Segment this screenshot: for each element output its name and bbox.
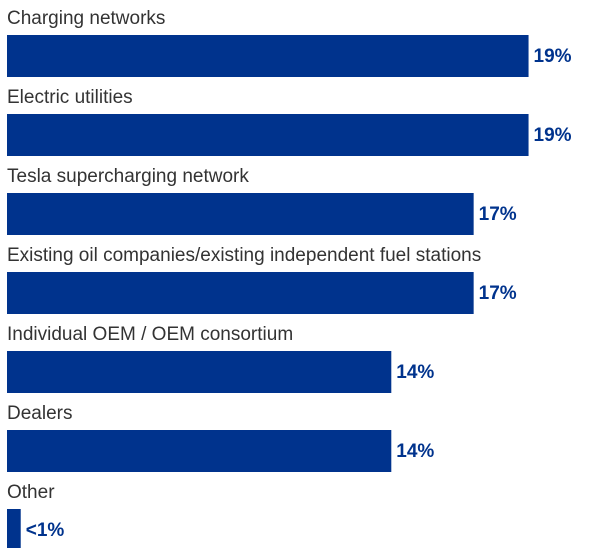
category-label: Existing oil companies/existing independ… — [7, 245, 481, 266]
value-label: 17% — [479, 204, 517, 225]
category-label: Charging networks — [7, 8, 165, 29]
category-label: Dealers — [7, 403, 72, 424]
category-label: Individual OEM / OEM consortium — [7, 324, 293, 345]
category-label: Electric utilities — [7, 87, 133, 108]
bar — [7, 430, 392, 472]
value-label: <1% — [26, 520, 65, 541]
value-label: 14% — [396, 441, 434, 462]
value-label: 19% — [534, 46, 572, 67]
value-label: 19% — [534, 125, 572, 146]
category-label: Other — [7, 482, 55, 503]
bar — [7, 351, 392, 393]
bar — [7, 114, 529, 156]
value-label: 14% — [396, 362, 434, 383]
bar — [7, 272, 474, 314]
category-label: Tesla supercharging network — [7, 166, 249, 187]
value-label: 17% — [479, 283, 517, 304]
bar — [7, 35, 529, 77]
bar — [7, 193, 474, 235]
bar — [7, 509, 21, 548]
